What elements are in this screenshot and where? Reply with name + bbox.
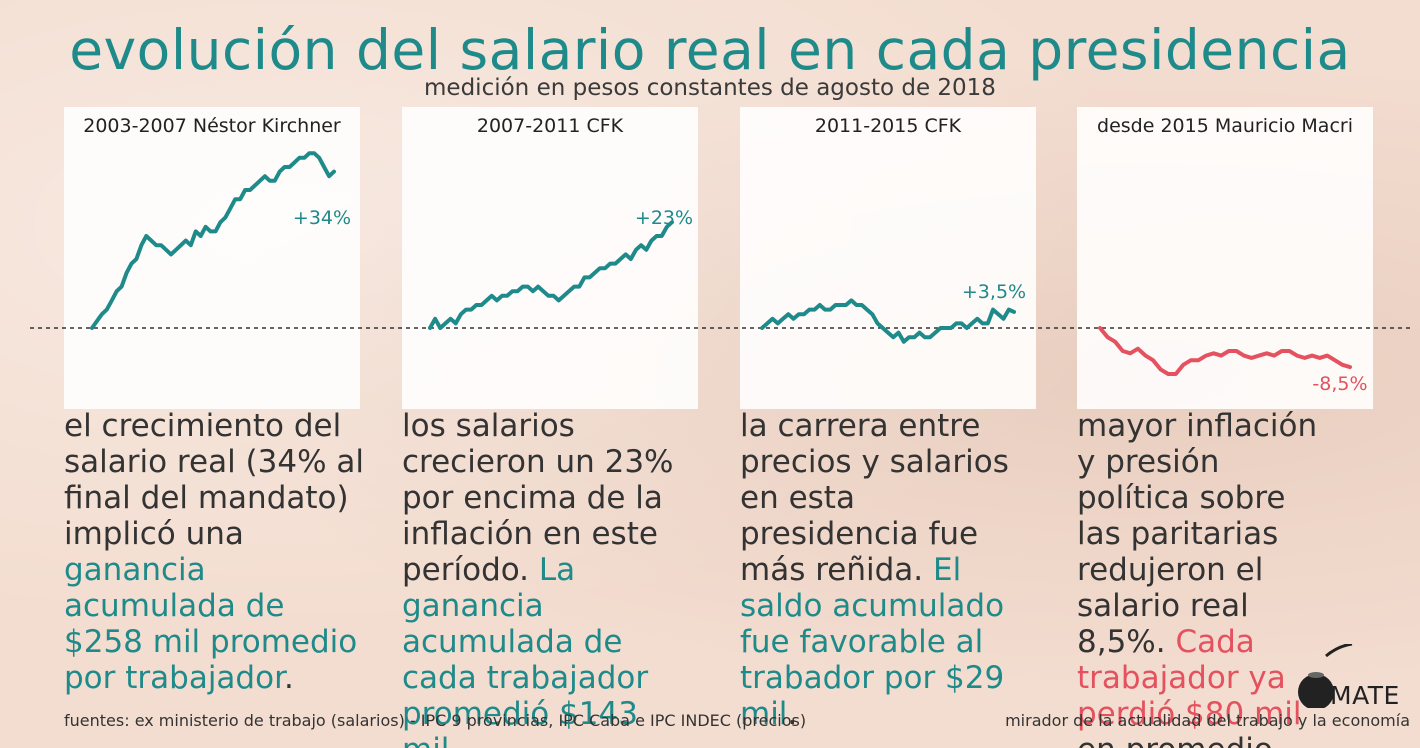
series-line: [428, 220, 674, 330]
description-text: los salarios crecieron un 23% por encima…: [402, 408, 674, 588]
chart-title: 2003-2007 Néstor Kirchner: [83, 115, 341, 137]
description-tail: .: [449, 732, 459, 748]
description-text: la carrera entre precios y salarios en e…: [740, 408, 1009, 588]
description-highlight: El saldo acumulado fue favorable al trab…: [740, 552, 1005, 732]
description-highlight: La ganancia acumulada de cada trabajador…: [402, 552, 649, 748]
chart-panel-macri: desde 2015 Mauricio Macri: [1077, 107, 1373, 409]
logo-text: MATE: [1330, 681, 1400, 710]
page-subtitle: medición en pesos constantes de agosto d…: [424, 75, 996, 101]
series-line: [760, 298, 1016, 344]
description-tail: en promedio.: [1077, 732, 1282, 748]
chart-panel-kirchner: 2003-2007 Néstor Kirchner: [64, 107, 360, 409]
page-title: evolución del salario real en cada presi…: [69, 18, 1351, 82]
chart-title: desde 2015 Mauricio Macri: [1097, 115, 1353, 137]
description-macri: mayor inflación y presión política sobre…: [1077, 408, 1339, 748]
description-cfk-1: los salarios crecieron un 23% por encima…: [402, 408, 702, 748]
data-label: +34%: [293, 207, 351, 229]
description-text: el crecimiento del salario real (34% al …: [64, 408, 364, 552]
description-tail: .: [283, 660, 294, 696]
chart-panel-cfk-2: 2011-2015 CFK: [740, 107, 1036, 409]
chart-title: 2011-2015 CFK: [814, 115, 962, 137]
series-line: [1098, 326, 1352, 376]
description-text: mayor inflación y presión política sobre…: [1077, 408, 1318, 660]
data-label: +23%: [635, 207, 693, 229]
description-kirchner: el crecimiento del salario real (34% al …: [64, 408, 364, 696]
description-highlight: Cada trabajador ya perdió $80 mil: [1077, 624, 1302, 732]
chart-panel-cfk-1: 2007-2011 CFK: [402, 107, 698, 409]
mate-gourd-icon: [1298, 644, 1353, 708]
chart-title: 2007-2011 CFK: [476, 115, 624, 137]
description-tail: .: [787, 696, 798, 732]
data-label: -8,5%: [1312, 373, 1367, 395]
tagline: mirador de la actualidad del trabajo y l…: [1005, 711, 1410, 730]
description-highlight: ganancia acumulada de $258 mil promedio …: [64, 552, 358, 696]
sources-note: fuentes: ex ministerio de trabajo (salar…: [64, 711, 807, 730]
series-line: [90, 151, 336, 330]
data-label: +3,5%: [962, 281, 1026, 303]
description-cfk-2: la carrera entre precios y salarios en e…: [740, 408, 1030, 732]
